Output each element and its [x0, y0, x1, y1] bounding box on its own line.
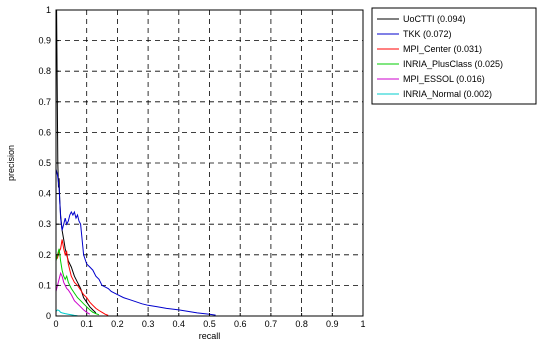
series-line-1 — [55, 168, 216, 316]
axis-ticks: 0 0.1 0.2 0.3 0.4 0.5 0.6 0.7 0.8 0.9 1 0 0.1 0.2 0.3 0… — [38, 5, 365, 329]
x-tick-label: 0.9 — [326, 319, 339, 329]
x-tick-label: 0.5 — [203, 319, 216, 329]
y-tick-label: 0.5 — [38, 158, 51, 168]
x-tick-label: 0.3 — [142, 319, 155, 329]
y-tick-label: 0.4 — [38, 189, 51, 199]
series-lines — [55, 9, 216, 317]
legend: UoCTTI (0.094) TKK (0.072) MPI_Center (0.0… — [371, 7, 537, 105]
grid-lines — [56, 10, 363, 316]
x-tick-label: 0.1 — [80, 319, 93, 329]
series-line-3 — [55, 248, 100, 316]
y-tick-label: 1 — [46, 5, 51, 15]
x-tick-label: 0.8 — [295, 319, 308, 329]
series-line-2 — [55, 239, 109, 316]
legend-entry-4: MPI_ESSOL (0.016) — [403, 74, 485, 84]
x-tick-label: 0 — [53, 319, 58, 329]
series-line-4 — [55, 271, 91, 315]
legend-box — [371, 7, 537, 105]
legend-entry-3: INRIA_PlusClass (0.025) — [403, 59, 503, 69]
y-tick-label: 0.8 — [38, 66, 51, 76]
legend-entry-2: MPI_Center (0.031) — [403, 44, 482, 54]
legend-entry-1: TKK (0.072) — [403, 29, 452, 39]
y-tick-label: 0 — [46, 311, 51, 321]
x-tick-label: 0.4 — [173, 319, 186, 329]
legend-entry-0: UoCTTI (0.094) — [403, 14, 466, 24]
y-tick-label: 0.3 — [38, 219, 51, 229]
y-tick-label: 0.2 — [38, 250, 51, 260]
y-tick-label: 0.7 — [38, 97, 51, 107]
legend-entry-5: INRIA_Normal (0.002) — [403, 89, 492, 99]
x-tick-label: 0.7 — [265, 319, 278, 329]
x-axis-label: recall — [199, 331, 221, 341]
y-tick-label: 0.6 — [38, 127, 51, 137]
y-tick-label: 0.1 — [38, 280, 51, 290]
x-tick-label: 1 — [360, 319, 365, 329]
y-axis-label: precision — [6, 145, 16, 181]
x-tick-label: 0.2 — [111, 319, 124, 329]
y-tick-label: 0.9 — [38, 36, 51, 46]
x-tick-label: 0.6 — [234, 319, 247, 329]
series-line-5 — [55, 309, 78, 317]
